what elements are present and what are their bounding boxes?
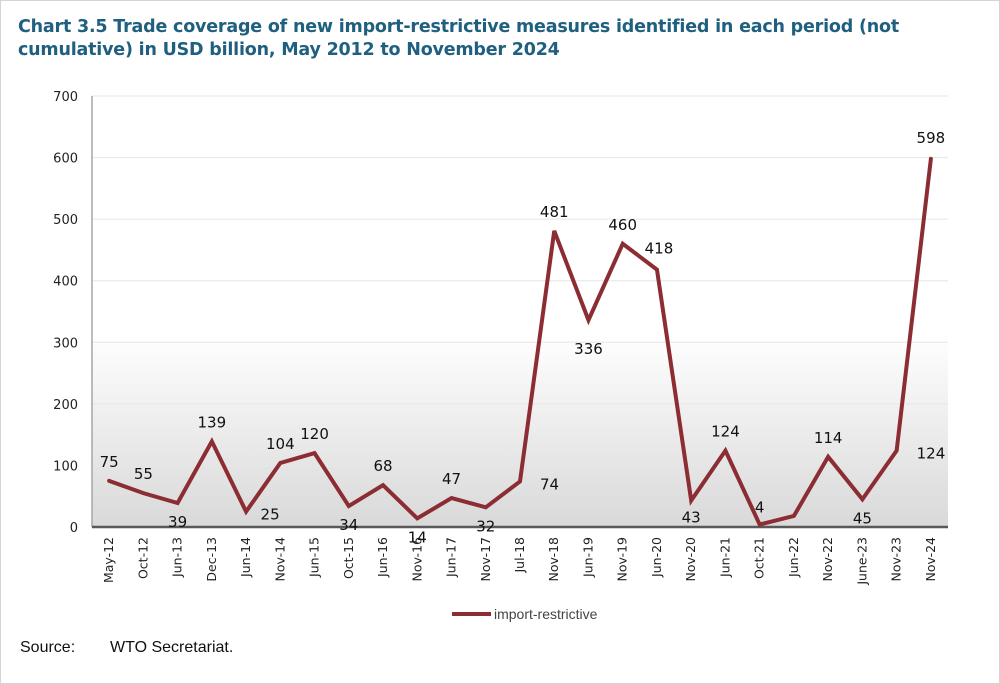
x-tick-label: Nov-14 — [272, 537, 287, 582]
y-tick-label: 600 — [53, 152, 78, 167]
x-tick-label: Nov-19 — [615, 537, 630, 582]
data-label: 104 — [266, 435, 295, 453]
data-label: 124 — [917, 445, 946, 463]
y-tick-label: 100 — [53, 459, 78, 474]
y-tick-label: 400 — [53, 275, 78, 290]
data-label: 25 — [261, 506, 280, 524]
data-label: 481 — [540, 203, 569, 221]
data-label: 418 — [645, 240, 674, 258]
gridlines — [92, 95, 948, 466]
x-tick-label: Jun-21 — [717, 537, 732, 578]
data-label: 124 — [711, 423, 740, 441]
data-label: 74 — [540, 475, 559, 493]
x-tick-label: Jun-20 — [649, 537, 664, 578]
x-tick-label: June-23 — [854, 537, 869, 586]
x-tick-label: Jul-18 — [512, 537, 527, 574]
source-note: Source: WTO Secretariat. — [20, 639, 233, 657]
data-label: 14 — [408, 528, 427, 546]
x-tick-label: Nov-17 — [478, 537, 493, 581]
data-label: 114 — [814, 429, 843, 447]
chart-title: Chart 3.5 Trade coverage of new import-r… — [18, 17, 899, 60]
data-label: 43 — [682, 509, 701, 527]
y-tick-label: 700 — [53, 90, 78, 105]
x-tick-label: Nov-23 — [889, 537, 904, 581]
x-tick-label: Nov-20 — [683, 537, 698, 582]
data-label: 68 — [373, 457, 392, 475]
data-label: 39 — [168, 513, 187, 531]
data-label: 47 — [442, 470, 461, 488]
x-tick-label: Nov-16 — [409, 537, 424, 582]
series-group — [107, 156, 933, 527]
x-tick-label: Nov-24 — [923, 537, 938, 582]
data-label: 34 — [339, 516, 358, 534]
data-label: 460 — [608, 216, 637, 234]
x-tick-label: Jun-13 — [170, 537, 185, 578]
y-tick-label: 200 — [53, 398, 78, 413]
data-label: 32 — [476, 517, 495, 535]
data-label: 139 — [198, 413, 227, 431]
source-label: Source: — [20, 639, 76, 656]
x-tick-label: Jun-15 — [307, 537, 322, 578]
legend-label: import-restrictive — [494, 606, 598, 622]
x-tick-label: Dec-13 — [204, 537, 219, 582]
x-tick-label: Jun-16 — [375, 537, 390, 578]
x-tick-label: Oct-15 — [341, 537, 356, 579]
x-tick-label: Oct-21 — [752, 537, 767, 579]
legend: import-restrictive — [452, 606, 598, 622]
source-text: WTO Secretariat. — [110, 639, 234, 656]
x-tick-label: Jun-14 — [238, 537, 253, 578]
x-tick-label: Jun-22 — [786, 537, 801, 578]
x-tick-label: Jun-19 — [580, 537, 595, 578]
data-label: 4 — [755, 499, 765, 517]
data-label: 45 — [853, 509, 872, 527]
x-tick-label: Jun-17 — [444, 537, 459, 578]
y-tick-label: 500 — [53, 213, 78, 228]
x-tick-label: Nov-22 — [820, 537, 835, 581]
axes — [91, 96, 948, 529]
y-tick-label: 300 — [53, 336, 78, 351]
data-label: 598 — [917, 129, 946, 147]
data-label: 120 — [300, 425, 329, 443]
x-axis-ticks: May-12 Oct-12 Jun-13 Dec-13 Jun-14 Nov-14 Jun-… — [101, 537, 938, 586]
data-label: 75 — [100, 453, 119, 471]
data-label: 336 — [574, 340, 603, 358]
data-label: 55 — [134, 465, 153, 483]
x-tick-label: Oct-12 — [135, 537, 150, 579]
plot-area — [92, 96, 948, 527]
x-tick-label: Nov-18 — [546, 537, 561, 582]
y-axis-ticks: 0 100 200 300 400 500 600 700 — [53, 90, 78, 536]
y-tick-label: 0 — [70, 521, 78, 536]
x-tick-label: May-12 — [101, 537, 116, 583]
data-labels: 7555391392510412034681447327448133646041… — [100, 129, 946, 547]
